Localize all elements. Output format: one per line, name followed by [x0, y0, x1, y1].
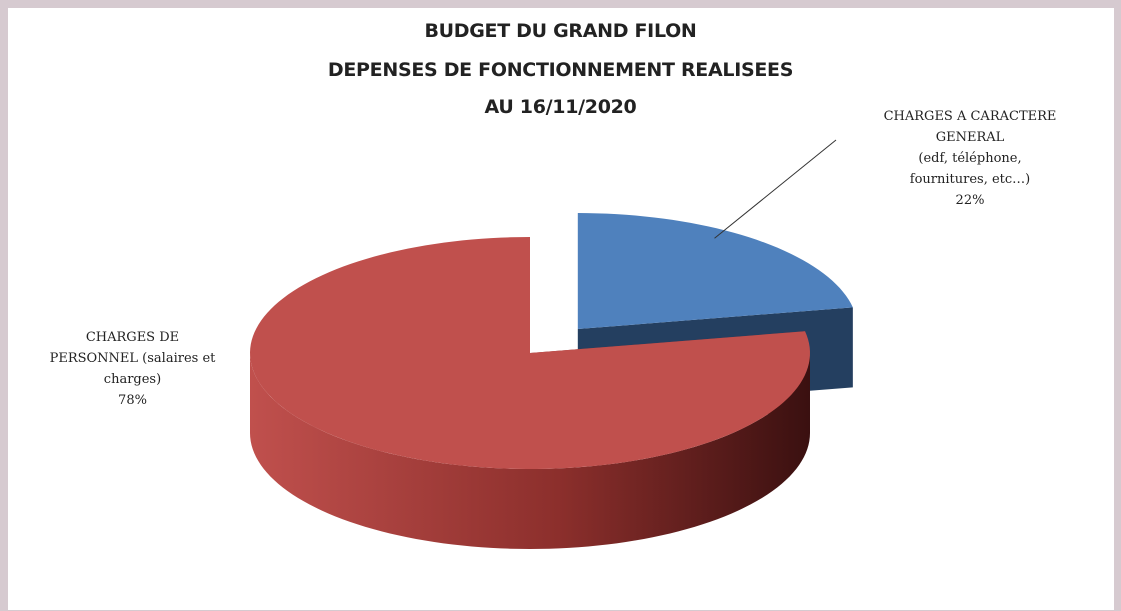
- pie-slice-charges-personnel: [250, 237, 810, 469]
- chart-title-line-3: AU 16/11/2020: [484, 96, 637, 118]
- slice-value-label: 78%: [118, 393, 147, 408]
- slice-label-line: fournitures, etc…): [909, 172, 1031, 187]
- pie-slice-charges-generales: [577, 213, 853, 330]
- pie-slice-side-wall: [250, 353, 810, 549]
- chart-title-line-1: BUDGET DU GRAND FILON: [424, 20, 697, 42]
- slice-label-line: CHARGES DE: [85, 330, 180, 345]
- slice-label-line: GENERAL: [935, 130, 1005, 145]
- slice-value-label: 22%: [955, 193, 985, 208]
- slice-label-line: CHARGES A CARACTERE: [883, 109, 1057, 124]
- slice-label-line: charges): [103, 372, 162, 387]
- label-leader-line: [714, 139, 837, 239]
- chart-title-line-2: DEPENSES DE FONCTIONNEMENT REALISEES: [327, 59, 794, 81]
- slice-label-line: (edf, téléphone,: [918, 151, 1022, 166]
- slice-label-charges-personnel: CHARGES DE PERSONNEL (salaires et charge…: [0, 327, 265, 411]
- slice-label-charges-generales: CHARGES A CARACTERE GENERAL (edf, téléph…: [840, 106, 1100, 211]
- slice-label-line: PERSONNEL (salaires et: [49, 351, 216, 366]
